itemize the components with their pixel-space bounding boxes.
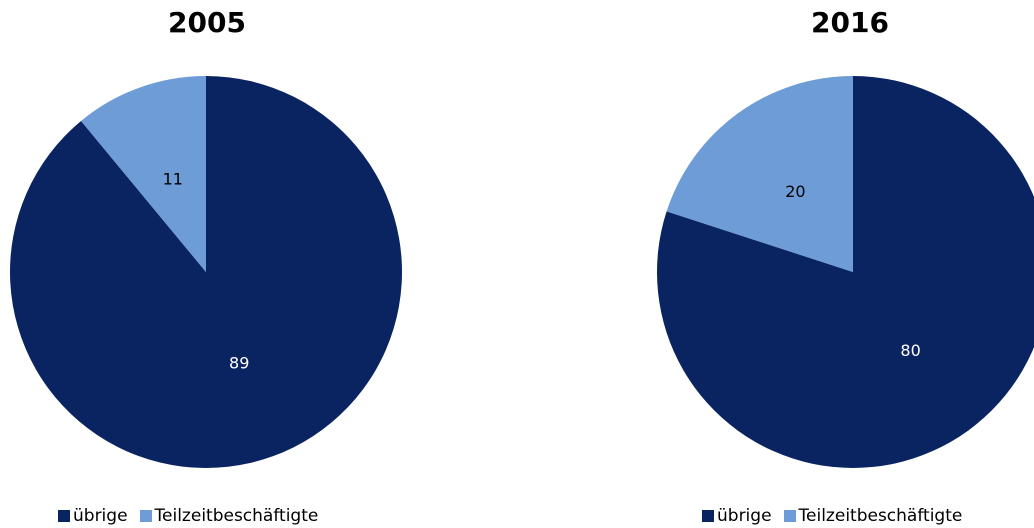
- legend-item: übrige: [58, 506, 128, 526]
- legend-item: Teilzeitbeschäftigte: [783, 506, 963, 526]
- legend: übrige Teilzeitbeschäftigte: [58, 506, 330, 526]
- legend-swatch: [139, 510, 152, 522]
- chart-title: 2016: [811, 6, 889, 39]
- data-label: 11: [163, 169, 183, 188]
- pie-slice-teilzeitbesch-ftigte: [666, 75, 853, 272]
- pie-slice--brige: [9, 76, 402, 468]
- pie-plot-area: 80 20: [657, 75, 1034, 468]
- data-label: 20: [785, 182, 805, 201]
- legend-swatch: [783, 510, 796, 522]
- data-label: 80: [900, 341, 920, 360]
- legend-swatch: [58, 510, 70, 522]
- pie-slice--brige: [657, 76, 1034, 468]
- legend-label: Teilzeitbeschäftigte: [798, 506, 963, 526]
- legend-swatch: [702, 510, 714, 522]
- pie-slice-teilzeitbesch-ftigte: [81, 76, 206, 272]
- pie-plot-area: 89 11: [9, 76, 402, 468]
- legend-label: übrige: [73, 506, 128, 526]
- legend-label: Teilzeitbeschäftigte: [154, 506, 319, 526]
- legend: übrige Teilzeitbeschäftigte: [702, 506, 974, 526]
- pie-chart-2005: 89 11 2005 übrige Teilzeitbeschäftigte: [9, 6, 402, 526]
- legend-item: übrige: [702, 506, 772, 526]
- legend-item: Teilzeitbeschäftigte: [139, 506, 319, 526]
- chart-title: 2005: [168, 6, 246, 39]
- pie-chart-2016: 80 20 2016 übrige Teilzeitbeschäftigte: [520, 0, 1034, 528]
- data-label: 89: [229, 354, 249, 373]
- legend-label: übrige: [717, 506, 772, 526]
